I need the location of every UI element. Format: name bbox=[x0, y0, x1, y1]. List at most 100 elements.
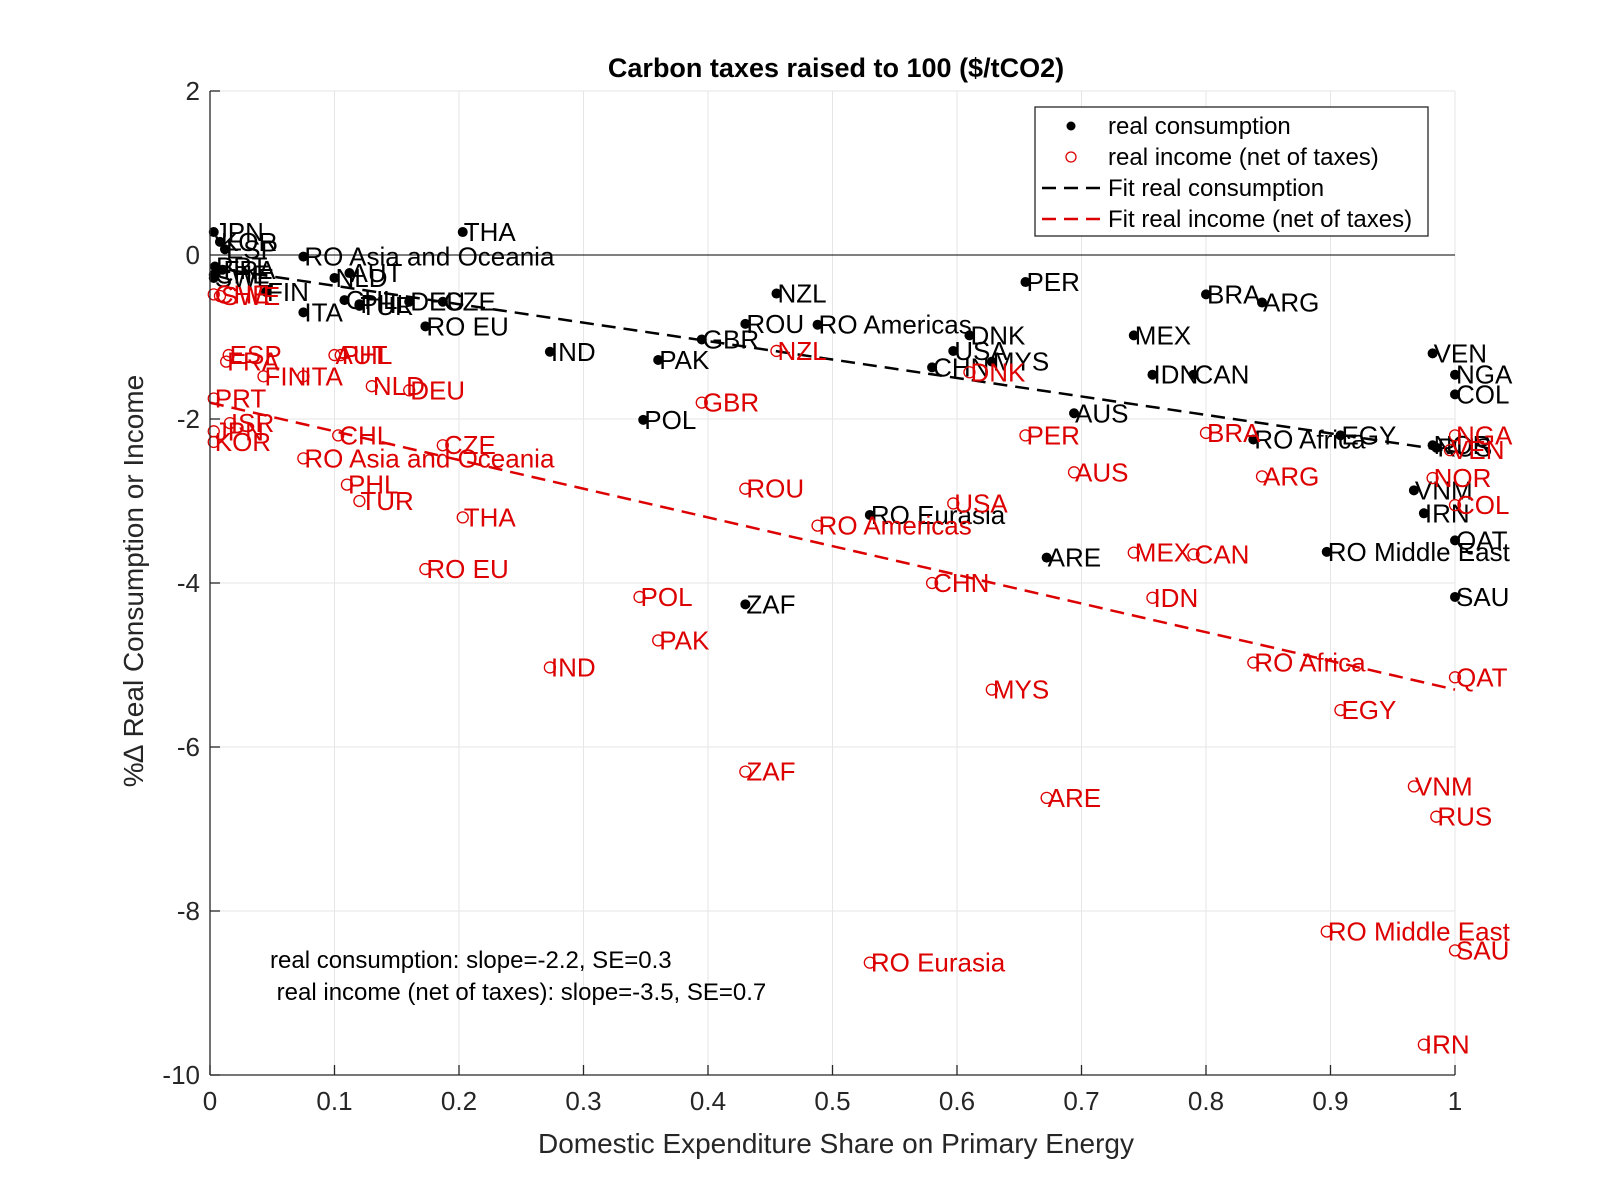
data-point-label: VNM bbox=[1415, 771, 1473, 801]
data-point bbox=[1431, 442, 1442, 453]
data-point bbox=[1020, 277, 1031, 288]
data-point bbox=[1408, 485, 1419, 496]
data-point bbox=[340, 478, 354, 491]
data-point bbox=[1040, 791, 1053, 804]
data-point bbox=[332, 429, 345, 442]
data-point-label: ARG bbox=[1263, 288, 1319, 318]
data-point bbox=[1019, 429, 1032, 442]
data-point-label: PHL bbox=[360, 289, 411, 319]
data-point-label: AUS bbox=[1075, 398, 1128, 428]
data-point bbox=[740, 599, 751, 610]
data-point bbox=[1407, 780, 1421, 793]
data-point-label: ARE bbox=[1048, 543, 1101, 573]
y-axis-label: %∆ Real Consumption or Income bbox=[118, 375, 149, 787]
data-point bbox=[456, 511, 469, 524]
data-point bbox=[209, 261, 220, 272]
data-point-label: AUS bbox=[1075, 457, 1128, 487]
data-point bbox=[1127, 546, 1140, 559]
data-point bbox=[1069, 408, 1080, 419]
legend-marker-consumption bbox=[1066, 121, 1076, 131]
data-point-label: CZE bbox=[444, 430, 496, 460]
data-point bbox=[985, 683, 999, 696]
data-point bbox=[328, 348, 341, 362]
data-point-label: PRT bbox=[215, 384, 267, 414]
data-point-label: IRN bbox=[1425, 1030, 1470, 1060]
data-point-label: RUS bbox=[1437, 433, 1492, 463]
data-point-label: QAT bbox=[1456, 662, 1508, 692]
data-point bbox=[1450, 591, 1460, 602]
data-point-label: SAU bbox=[1456, 935, 1509, 965]
data-point bbox=[1067, 466, 1081, 479]
data-point-label: EGY bbox=[1341, 420, 1396, 450]
data-point-label: IRN bbox=[1425, 498, 1470, 528]
data-point-label: USA bbox=[954, 488, 1008, 518]
x-tick-label: 0.8 bbox=[1188, 1086, 1224, 1116]
data-point bbox=[207, 435, 220, 449]
data-point-label: PHL bbox=[342, 340, 393, 370]
data-point-label: CAN bbox=[1195, 539, 1250, 569]
legend-label-fit-consumption: Fit real consumption bbox=[1108, 175, 1324, 202]
legend-marker-income bbox=[1065, 151, 1077, 163]
data-point bbox=[1430, 810, 1443, 823]
data-point bbox=[740, 318, 751, 329]
data-point-label: CHL bbox=[339, 420, 391, 450]
data-point-label: NGA bbox=[1456, 360, 1513, 390]
data-point-label: RO Middle East bbox=[1328, 537, 1511, 567]
legend: real consumption real income (net of tax… bbox=[1034, 106, 1429, 237]
data-point bbox=[812, 319, 823, 330]
data-point bbox=[457, 227, 468, 238]
data-point bbox=[948, 345, 959, 356]
data-point bbox=[1201, 289, 1211, 300]
data-point bbox=[261, 286, 272, 297]
data-point bbox=[208, 227, 219, 238]
data-point-label: THA bbox=[464, 217, 517, 247]
x-tick-label: 0.4 bbox=[690, 1086, 726, 1116]
y-tick-label: -8 bbox=[177, 896, 200, 926]
data-point bbox=[1187, 548, 1200, 561]
data-point-label: RO EU bbox=[426, 554, 508, 584]
data-point-label: PER bbox=[1026, 420, 1079, 450]
data-point-label: KOR bbox=[215, 427, 271, 457]
data-point-label: NZL bbox=[777, 279, 826, 309]
data-point bbox=[404, 296, 415, 307]
data-point bbox=[217, 264, 228, 275]
data-point bbox=[298, 307, 309, 318]
data-point bbox=[1320, 925, 1333, 938]
data-point bbox=[863, 956, 876, 969]
data-point bbox=[223, 416, 237, 430]
data-point-label: BRA bbox=[1207, 418, 1261, 448]
data-point bbox=[652, 634, 665, 647]
data-point-label: AUT bbox=[336, 340, 388, 370]
data-point-label: NOR bbox=[1434, 430, 1492, 460]
data-point-label: RO Eurasia bbox=[871, 948, 1006, 978]
data-point bbox=[354, 300, 365, 311]
data-point-label: ESP bbox=[226, 234, 278, 264]
data-point-label: POL bbox=[641, 582, 693, 612]
data-point-label: RO Africa bbox=[1254, 425, 1366, 455]
data-point bbox=[1255, 470, 1269, 483]
data-point bbox=[543, 661, 557, 674]
data-point-label: AUT bbox=[350, 258, 402, 288]
data-point-label: CAN bbox=[1195, 360, 1250, 390]
data-point-label: TUR bbox=[360, 486, 413, 516]
data-point bbox=[1450, 369, 1460, 380]
data-point bbox=[1448, 429, 1462, 442]
data-point-label: QAT bbox=[1456, 525, 1508, 555]
data-point-label: VNM bbox=[1415, 475, 1473, 505]
data-point bbox=[1417, 1038, 1431, 1051]
data-point bbox=[695, 396, 708, 409]
data-point bbox=[1427, 348, 1438, 359]
data-point bbox=[207, 392, 220, 405]
data-point-label: PAK bbox=[659, 345, 710, 375]
data-point bbox=[986, 356, 997, 367]
data-point bbox=[739, 482, 752, 495]
data-point-label: CZE bbox=[444, 287, 496, 317]
y-tick-label: -10 bbox=[162, 1060, 200, 1090]
data-point bbox=[213, 289, 227, 303]
y-tick-label: 0 bbox=[186, 240, 200, 270]
data-point-label: SAU bbox=[1456, 582, 1509, 612]
data-point bbox=[963, 366, 976, 379]
data-point-label: BRA bbox=[1207, 279, 1261, 309]
data-point-label: NGA bbox=[1456, 420, 1513, 450]
